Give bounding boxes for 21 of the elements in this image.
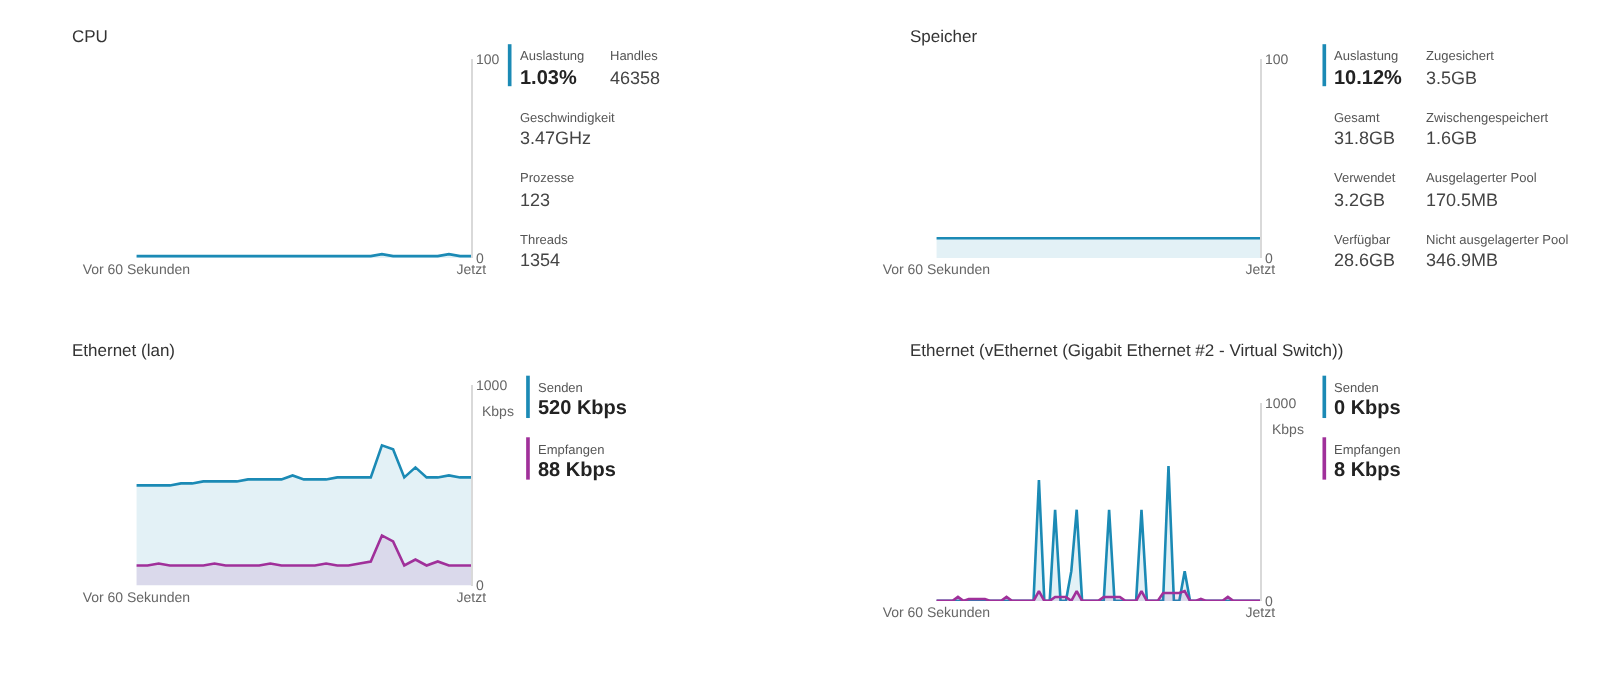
chart-title: Ethernet (vEthernet (Gigabit Ethernet #2 - Virtual Switch)) (910, 340, 1344, 360)
text: 3.47GHz (520, 128, 593, 148)
text: 123 (520, 190, 551, 210)
text: 170.5MB (1426, 190, 1499, 210)
chart-title: Speicher (910, 26, 978, 46)
text: 1354 (520, 250, 561, 270)
text: 88 Kbps (538, 460, 617, 482)
text: 31.8GB (1334, 128, 1396, 148)
text: 1.6GB (1426, 128, 1478, 148)
text: 28.6GB (1334, 250, 1396, 270)
text: 346.9MB (1426, 250, 1499, 270)
text: 3.5GB (1426, 68, 1478, 88)
text: 0 Kbps (1334, 398, 1402, 420)
text: 10.12% (1334, 68, 1403, 90)
text: 3.2GB (1334, 190, 1386, 210)
text: 8 Kbps (1334, 460, 1402, 482)
text: 1.03% (520, 68, 577, 90)
text: 46358 (610, 68, 661, 88)
text: 520 Kbps (538, 398, 628, 420)
chart-title: CPU (72, 26, 108, 46)
chart-title: Ethernet (lan) (72, 340, 176, 360)
